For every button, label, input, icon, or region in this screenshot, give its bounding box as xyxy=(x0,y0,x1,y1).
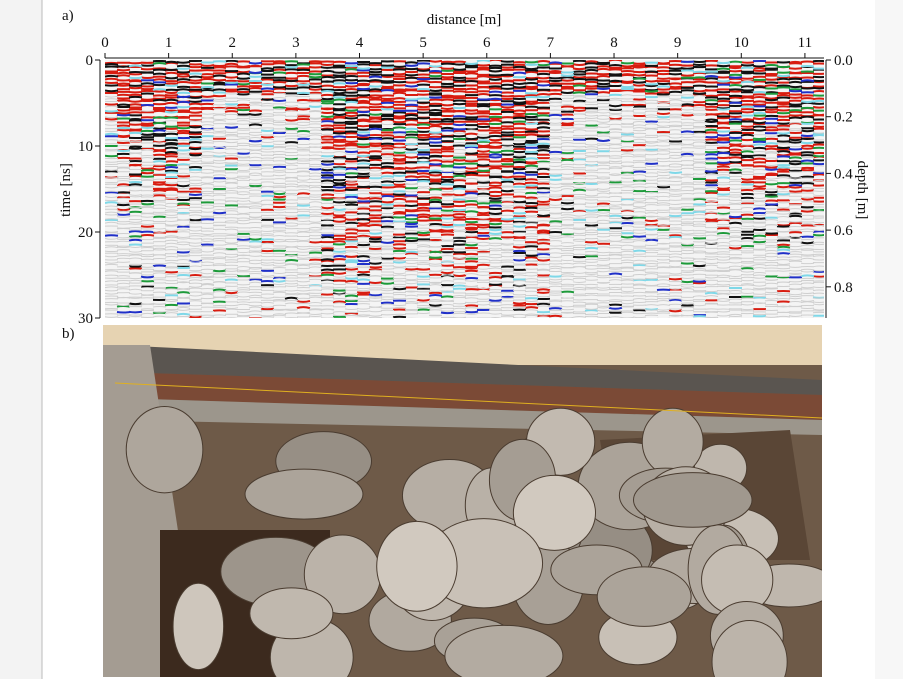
string xyxy=(114,382,822,419)
radar-texture xyxy=(105,60,824,318)
radar-texture xyxy=(105,60,824,317)
radar-texture xyxy=(105,92,824,318)
x-tick-label: 10 xyxy=(734,35,749,51)
x-axis-label: distance [m] xyxy=(427,12,502,28)
stone xyxy=(596,566,692,627)
x-tick-label: 11 xyxy=(798,35,812,51)
stone xyxy=(444,624,564,677)
y2-axis-label: depth [m] xyxy=(854,161,870,220)
stone xyxy=(633,472,753,528)
panel-label: a) xyxy=(62,8,74,24)
x-tick-label: 1 xyxy=(165,35,173,51)
stone xyxy=(244,468,364,520)
stone xyxy=(125,405,204,494)
radar-texture xyxy=(105,60,824,318)
y2-tick-label: 0.0 xyxy=(834,53,853,69)
y-tick-label: 0 xyxy=(86,53,94,69)
stone xyxy=(376,520,458,612)
x-tick-label: 7 xyxy=(547,35,555,51)
y-tick-label: 10 xyxy=(78,139,93,155)
radar-texture xyxy=(105,60,824,318)
radargram xyxy=(105,60,824,318)
panel-label: b) xyxy=(62,326,75,342)
x-tick-label: 0 xyxy=(101,35,109,51)
x-tick-label: 9 xyxy=(674,35,682,51)
x-tick-label: 6 xyxy=(483,35,491,51)
x-tick-label: 2 xyxy=(229,35,237,51)
photo xyxy=(103,325,822,677)
x-tick-label: 3 xyxy=(292,35,300,51)
y-tick-label: 20 xyxy=(78,225,93,241)
stone xyxy=(249,587,334,640)
radar-texture xyxy=(105,60,824,318)
y2-tick-label: 0.6 xyxy=(834,223,853,239)
x-tick-label: 5 xyxy=(419,35,427,51)
stone xyxy=(711,620,788,677)
y-axis-label: time [ns] xyxy=(58,163,74,217)
y2-tick-label: 0.8 xyxy=(834,280,853,296)
x-tick-label: 4 xyxy=(356,35,364,51)
y2-tick-label: 0.4 xyxy=(834,166,853,182)
page-margin xyxy=(875,0,903,679)
x-tick-label: 8 xyxy=(610,35,618,51)
stone xyxy=(172,582,225,671)
stone xyxy=(641,407,704,476)
y-tick-label: 30 xyxy=(78,311,93,327)
page-margin xyxy=(0,0,42,679)
stone xyxy=(512,474,597,551)
y2-tick-label: 0.2 xyxy=(834,110,853,126)
